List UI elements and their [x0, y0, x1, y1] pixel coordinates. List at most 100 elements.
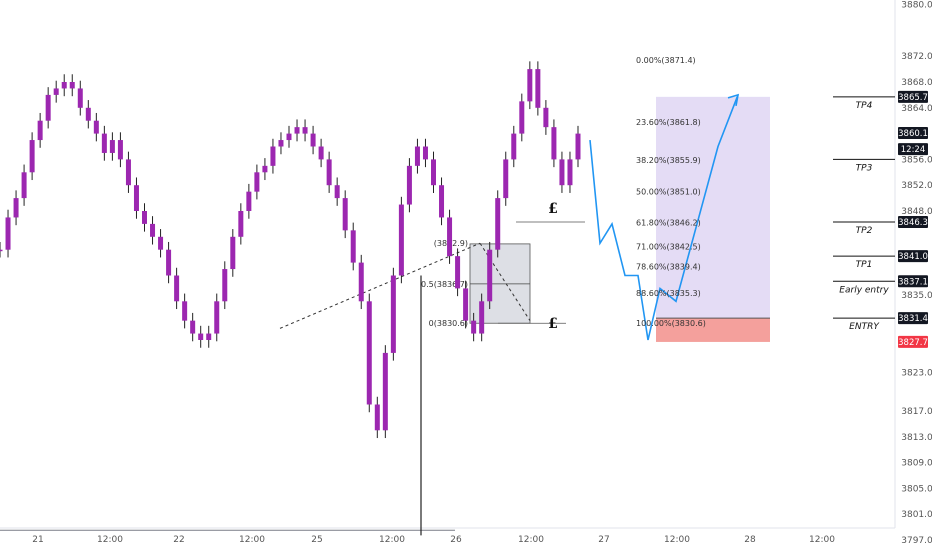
candle-body [206, 333, 212, 340]
candle-body [198, 333, 204, 340]
candle-body [21, 172, 27, 199]
price-label-bg [898, 250, 928, 263]
fib-level-label: 88.60%(3835.3) [636, 289, 701, 298]
candle-body [318, 146, 324, 160]
fib-level-label: 71.00%(3842.5) [636, 242, 701, 251]
x-tick-label: 12:00 [379, 535, 405, 545]
level-label: TP2 [856, 226, 873, 236]
candle-body [294, 127, 300, 134]
y-tick-label: 3809.0 [901, 459, 932, 469]
price-label-text: 3841.0 [898, 252, 928, 262]
fib-level-label: 23.60%(3861.8) [636, 118, 701, 127]
candle-body [495, 198, 501, 250]
candle-body [519, 101, 525, 134]
level-label: TP1 [856, 260, 873, 270]
candle-body [5, 217, 11, 250]
y-tick-label: 3823.0 [901, 368, 932, 378]
y-tick-label: 3880.0 [901, 1, 932, 11]
candle-body [85, 107, 91, 121]
candle-body [559, 159, 565, 186]
dashed-trendline [279, 242, 481, 329]
candle-body [214, 301, 220, 334]
y-tick-label: 3848.0 [901, 207, 932, 217]
stop-zone [656, 318, 770, 342]
candle-body [471, 320, 477, 334]
candle-body [69, 82, 75, 89]
y-tick-label: 3801.0 [901, 510, 932, 520]
candle-body [431, 159, 436, 186]
level-label: Early entry [839, 285, 889, 295]
fib-box-label: 0(3830.6) [429, 319, 468, 328]
candle-body [390, 275, 396, 353]
price-label-text: 3827.7 [898, 338, 928, 348]
candle-body [13, 198, 19, 218]
candle-body [310, 133, 316, 147]
candle-body [447, 217, 453, 257]
fib-box-label: 0.5(3836.7) [421, 280, 468, 289]
x-tick-label: 25 [311, 535, 322, 545]
candle-body [182, 301, 188, 321]
candle-body [230, 236, 236, 270]
y-tick-label: 3817.0 [901, 407, 932, 417]
x-tick-label: 12:00 [664, 535, 690, 545]
candle-body [101, 133, 107, 153]
price-label-text: 3837.1 [898, 277, 928, 287]
level-label: TP3 [856, 163, 873, 173]
price-label-text: 3831.4 [898, 314, 928, 324]
candle-body [334, 185, 340, 199]
candle-body [479, 301, 485, 334]
candle-body [439, 185, 445, 218]
candle-body [374, 404, 380, 431]
candle-body [278, 140, 284, 147]
candle-body [133, 185, 139, 211]
candle-body [422, 146, 428, 160]
x-tick-label: 12:00 [809, 535, 835, 545]
price-label-bg [898, 335, 928, 348]
x-tick-label: 26 [450, 535, 462, 545]
candle-body [270, 146, 276, 166]
y-tick-label: 3835.0 [901, 291, 932, 301]
candle-body [238, 211, 244, 237]
y-tick-label: 3813.0 [901, 433, 932, 443]
candle-body [150, 223, 156, 237]
candle-body [0, 249, 3, 252]
candle-body [567, 159, 573, 186]
x-tick-label: 22 [173, 535, 184, 545]
fib-level-label: 61.80%(3846.2) [636, 219, 701, 228]
price-label-bg [898, 312, 928, 325]
candle-body [543, 107, 549, 128]
price-label-bg [898, 126, 928, 139]
y-tick-label: 3805.0 [901, 484, 932, 494]
profit-zone [656, 96, 770, 319]
level-label: TP4 [856, 101, 873, 111]
fib-level-label: 50.00%(3851.0) [636, 188, 701, 197]
candle-body [142, 211, 147, 224]
candle-body [302, 127, 308, 134]
candle-body [342, 198, 348, 231]
candle-body [406, 165, 412, 205]
candle-body [487, 249, 493, 302]
candle-body [158, 236, 164, 250]
candle-body [29, 140, 35, 173]
candle-body [463, 288, 469, 321]
candle-body [551, 127, 557, 160]
price-label-text: 3846.3 [898, 218, 928, 228]
candle-body [61, 82, 67, 89]
projection-path [589, 94, 739, 341]
price-label-bg [898, 215, 928, 228]
candle-body [326, 159, 332, 186]
price-label-bg [898, 143, 928, 156]
candle-body [527, 69, 533, 102]
y-tick-label: 3872.0 [901, 52, 932, 62]
y-tick-label: 3856.0 [901, 155, 932, 165]
y-tick-label: 3864.0 [901, 104, 932, 114]
candle-body [45, 94, 51, 121]
fib-level-label: 78.60%(3839.4) [636, 262, 701, 271]
candle-body [511, 133, 517, 160]
candle-body [503, 159, 509, 199]
candle-body [535, 69, 541, 108]
candle-body [53, 88, 59, 95]
price-label-text: 3865.7 [898, 93, 928, 103]
